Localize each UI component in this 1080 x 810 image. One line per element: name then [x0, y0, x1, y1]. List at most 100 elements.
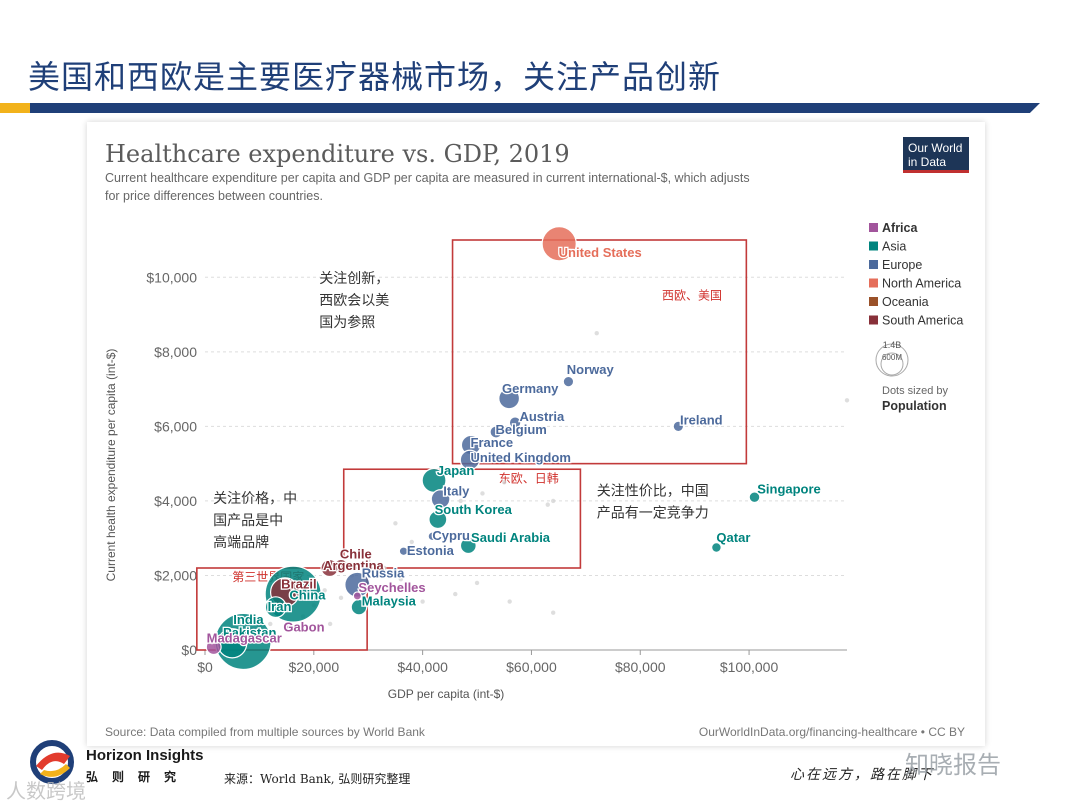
background-point	[268, 621, 273, 627]
y-tick-label: $6,000	[154, 418, 197, 434]
background-point	[458, 498, 463, 504]
background-point	[393, 521, 398, 526]
legend-swatch	[869, 297, 878, 306]
background-point	[551, 498, 556, 504]
legend-swatch	[869, 260, 878, 269]
background-point	[474, 580, 480, 586]
slide-title: 美国和西欧是主要医疗器械市场，关注产品创新	[28, 58, 722, 96]
background-point	[844, 398, 850, 403]
owid-logo-line2: in Data	[908, 155, 947, 169]
country-label: China	[289, 588, 326, 603]
size-note-line2: Population	[882, 399, 947, 413]
x-tick-label: $40,000	[397, 659, 448, 675]
size-key-small-circle	[880, 352, 904, 376]
background-point	[382, 565, 387, 571]
point-cyprus	[427, 531, 438, 542]
country-label: Norway	[567, 362, 615, 377]
point-singapore	[748, 491, 761, 504]
x-tick-label: $0	[197, 659, 213, 675]
legend-item-label: Oceania	[882, 295, 929, 309]
brand-name-en: Horizon Insights	[86, 747, 204, 764]
note-price-line: 关注价格，中	[213, 491, 297, 507]
slogan: 心在远方，路在脚下	[790, 767, 934, 783]
country-label: Germany	[502, 381, 559, 396]
chart-title: Healthcare expenditure vs. GDP, 2019	[105, 140, 570, 168]
point-madagascar	[205, 639, 222, 656]
legend-item-label: Asia	[882, 240, 906, 254]
background-point	[453, 591, 458, 597]
legend-swatch	[869, 241, 878, 251]
background-point	[327, 621, 333, 627]
box-west	[451, 239, 748, 465]
title-band	[30, 103, 1040, 113]
country-label: Estonia	[407, 543, 455, 558]
note-innovation-line: 关注创新，	[319, 271, 389, 287]
point-estonia	[398, 546, 409, 557]
country-label: Belgium	[496, 422, 547, 437]
background-point	[322, 588, 327, 593]
country-label: Austria	[519, 409, 565, 424]
note-innovation-line: 西欧会以美	[319, 293, 389, 309]
x-tick-label: $20,000	[289, 659, 340, 675]
x-tick-label: $100,000	[720, 659, 779, 675]
note-price-line: 高端品牌	[213, 534, 269, 551]
background-point	[338, 595, 344, 601]
background-point	[409, 539, 414, 545]
scatter-chart: Healthcare expenditure vs. GDP, 2019 Curr…	[104, 140, 965, 739]
y-axis-label: Current health expenditure per capita (i…	[104, 349, 118, 582]
country-label: Malaysia	[362, 593, 417, 608]
country-label: Gabon	[283, 619, 324, 634]
legend-item-label: Africa	[882, 221, 918, 235]
note-value-line: 产品有一定竞争力	[597, 504, 709, 521]
country-label: Iran	[268, 599, 292, 614]
background-point	[366, 558, 371, 563]
background-point	[480, 491, 485, 496]
legend-swatch	[869, 278, 878, 288]
x-axis-label: GDP per capita (int-$)	[388, 687, 505, 701]
legend-swatch	[869, 223, 878, 232]
country-label: Japan	[437, 463, 475, 478]
point-qatar	[711, 542, 722, 553]
box-east	[342, 468, 582, 569]
chart-subtitle-line2: for price differences between countries.	[105, 189, 323, 203]
point-chile	[333, 558, 349, 574]
country-label: Ireland	[680, 413, 723, 428]
country-label: Chile	[340, 547, 372, 562]
chart-source-right: OurWorldInData.org/financing-healthcare …	[699, 725, 965, 739]
point-italy	[430, 489, 451, 509]
country-label: Singapore	[757, 481, 821, 496]
country-label: Pakistan	[223, 625, 277, 640]
y-tick-label: $10,000	[146, 269, 197, 285]
background-point	[594, 330, 599, 336]
title-band-accent	[0, 103, 30, 113]
legend-item-label: South America	[882, 314, 963, 328]
country-label: Qatar	[716, 530, 750, 545]
size-note-line1: Dots sized by	[882, 385, 949, 397]
country-label: France	[471, 435, 514, 450]
chart-source-left: Source: Data compiled from multiple sour…	[105, 725, 426, 739]
box-west-label: 西欧、美国	[662, 289, 722, 303]
watermark-right: 知晓报告	[905, 752, 1001, 779]
background-point	[551, 610, 556, 615]
point-norway	[562, 375, 575, 388]
legend-swatch	[869, 315, 878, 325]
country-label: Argentina	[323, 558, 384, 573]
x-tick-label: $80,000	[615, 659, 666, 675]
country-label: South Korea	[435, 502, 513, 517]
point-south-korea	[428, 510, 448, 530]
point-ireland	[672, 420, 685, 433]
country-label: Brazil	[281, 577, 316, 592]
point-germany	[498, 387, 521, 410]
point-austria	[508, 416, 522, 429]
chart-card: Healthcare expenditure vs. GDP, 2019 Curr…	[87, 122, 985, 746]
note-price-line: 国产品是中	[213, 513, 283, 529]
size-key-large-label: 1.4B	[883, 340, 902, 350]
y-tick-label: $4,000	[154, 493, 197, 509]
country-label: Madagascar	[207, 631, 282, 646]
chart-subtitle-line1: Current healthcare expenditure per capit…	[105, 171, 750, 185]
point-saudi-arabia	[459, 537, 477, 555]
y-tick-label: $0	[181, 642, 197, 658]
point-iran	[264, 596, 287, 619]
background-point	[398, 576, 404, 582]
x-tick-label: $60,000	[506, 659, 557, 675]
